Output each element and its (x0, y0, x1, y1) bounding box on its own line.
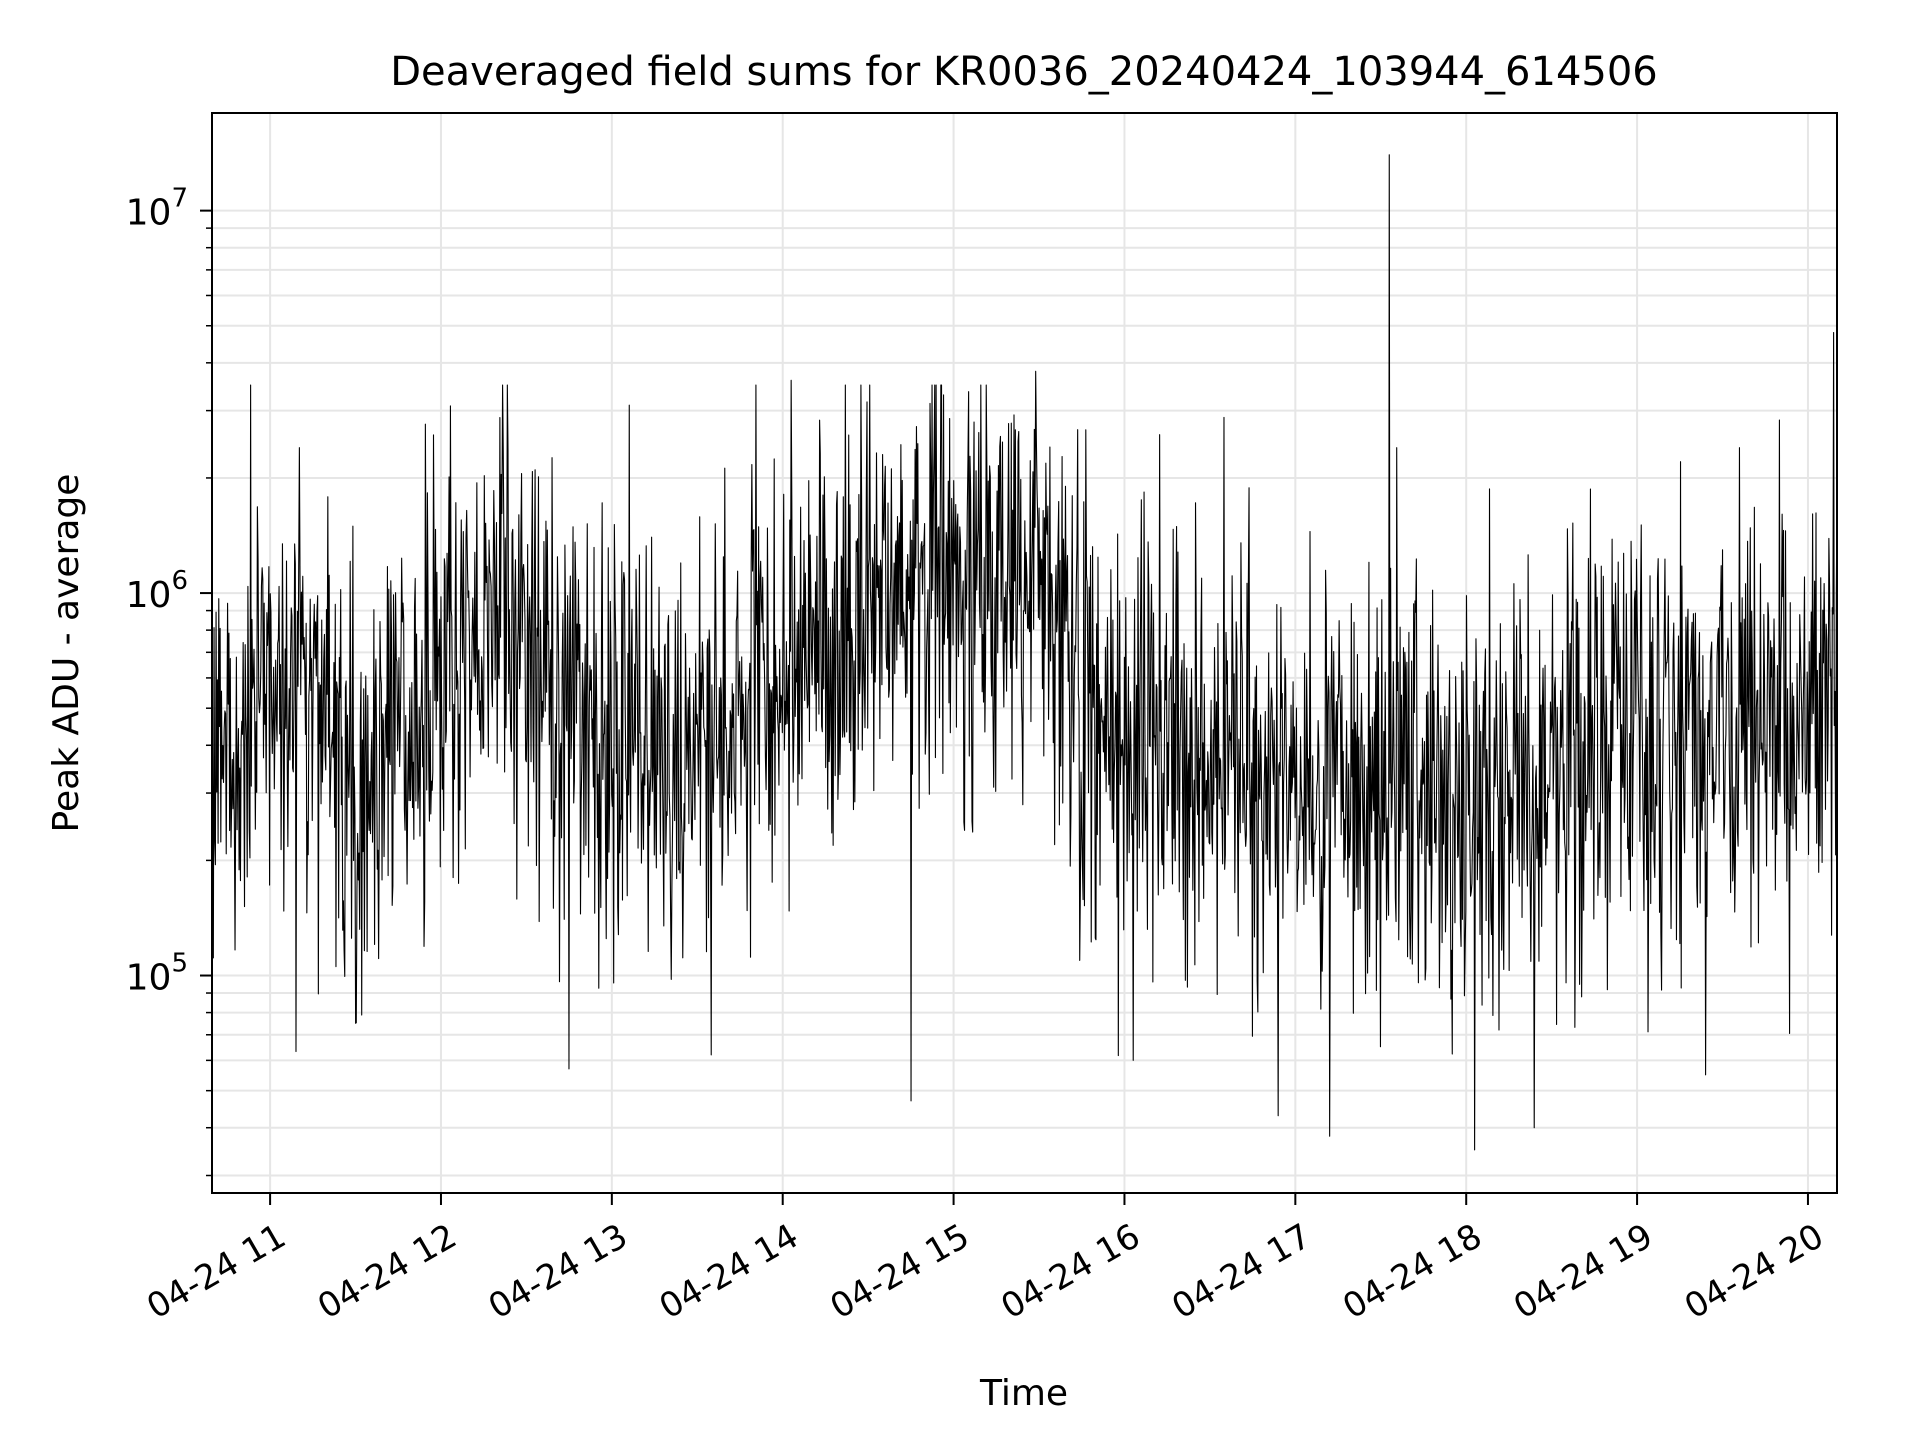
y-tick-base: 10 (126, 193, 172, 234)
x-axis: 04-24 11 04-24 12 04-24 13 04-24 14 04-24 15… (140, 1193, 1830, 1327)
x-tick-label: 04-24 12 (311, 1216, 463, 1327)
series-line (211, 154, 1838, 1151)
x-tick-label: 04-24 14 (653, 1216, 805, 1327)
x-tick-label: 04-24 16 (995, 1216, 1147, 1327)
x-tick-label: 04-24 11 (140, 1216, 292, 1327)
x-tick-label: 04-24 18 (1336, 1216, 1488, 1327)
y-tick-exponent: 7 (171, 184, 188, 214)
x-axis-label: Time (979, 1373, 1068, 1414)
y-tick-label: 105 (126, 949, 188, 999)
x-tick-label: 04-24 17 (1165, 1216, 1317, 1327)
x-tick-label: 04-24 20 (1678, 1216, 1830, 1327)
y-tick-base: 10 (126, 575, 172, 616)
y-axis-label: Peak ADU - average (46, 474, 87, 833)
series-layer (211, 154, 1838, 1151)
x-tick-label: 04-24 15 (824, 1216, 976, 1327)
chart-title: Deaveraged field sums for KR0036_2024042… (390, 49, 1658, 95)
y-tick-exponent: 6 (171, 566, 188, 596)
y-tick-label: 107 (126, 184, 188, 234)
x-tick-label: 04-24 13 (482, 1216, 634, 1327)
x-tick-label: 04-24 19 (1507, 1216, 1659, 1327)
y-tick-exponent: 5 (171, 949, 188, 979)
grid-lines (212, 113, 1837, 1193)
y-tick-label: 106 (126, 566, 188, 616)
y-tick-base: 10 (126, 958, 172, 999)
